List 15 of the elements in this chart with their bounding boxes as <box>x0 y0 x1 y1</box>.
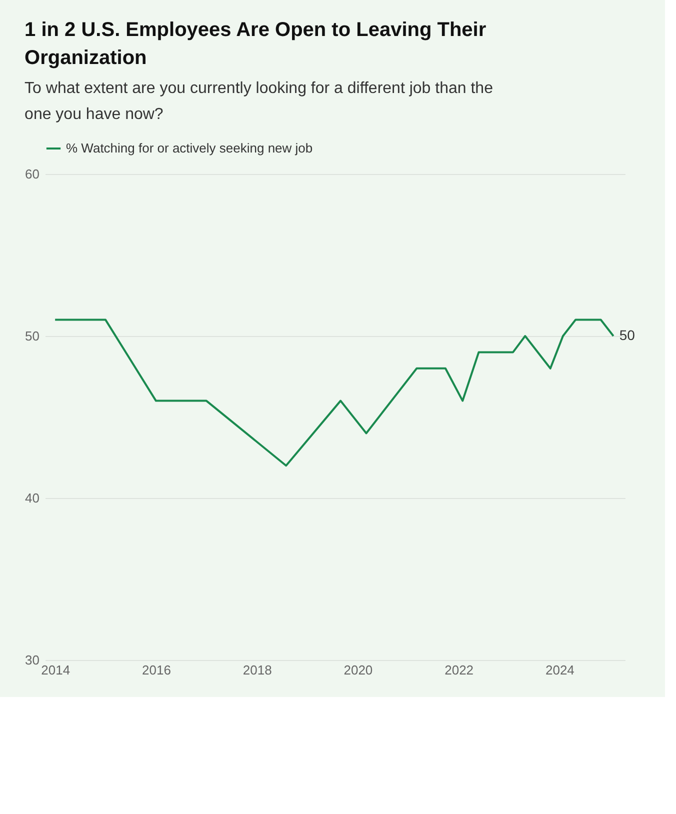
chart-title: 1 in 2 U.S. Employees Are Open to Leaving Their Organization <box>24 19 486 69</box>
chart-subtitle: To what extent are you currently looking for a different job than the one you have now? <box>24 80 494 123</box>
x-tick-label: 2014 <box>41 662 70 678</box>
legend-label: % Watching for or actively seeking new job <box>66 140 313 156</box>
y-tick-label: 50 <box>25 328 40 344</box>
data-label: 50 <box>619 327 636 343</box>
x-tick-label: 2020 <box>344 662 373 678</box>
x-tick-label: 2024 <box>545 662 574 678</box>
x-tick-label: 2022 <box>444 662 474 678</box>
x-tick-label: 2018 <box>242 662 272 678</box>
y-tick-label: 60 <box>25 166 40 182</box>
line-series <box>54 318 614 467</box>
y-tick-label: 40 <box>25 490 40 506</box>
y-tick-label: 30 <box>25 652 40 668</box>
x-tick-label: 2016 <box>142 662 171 678</box>
